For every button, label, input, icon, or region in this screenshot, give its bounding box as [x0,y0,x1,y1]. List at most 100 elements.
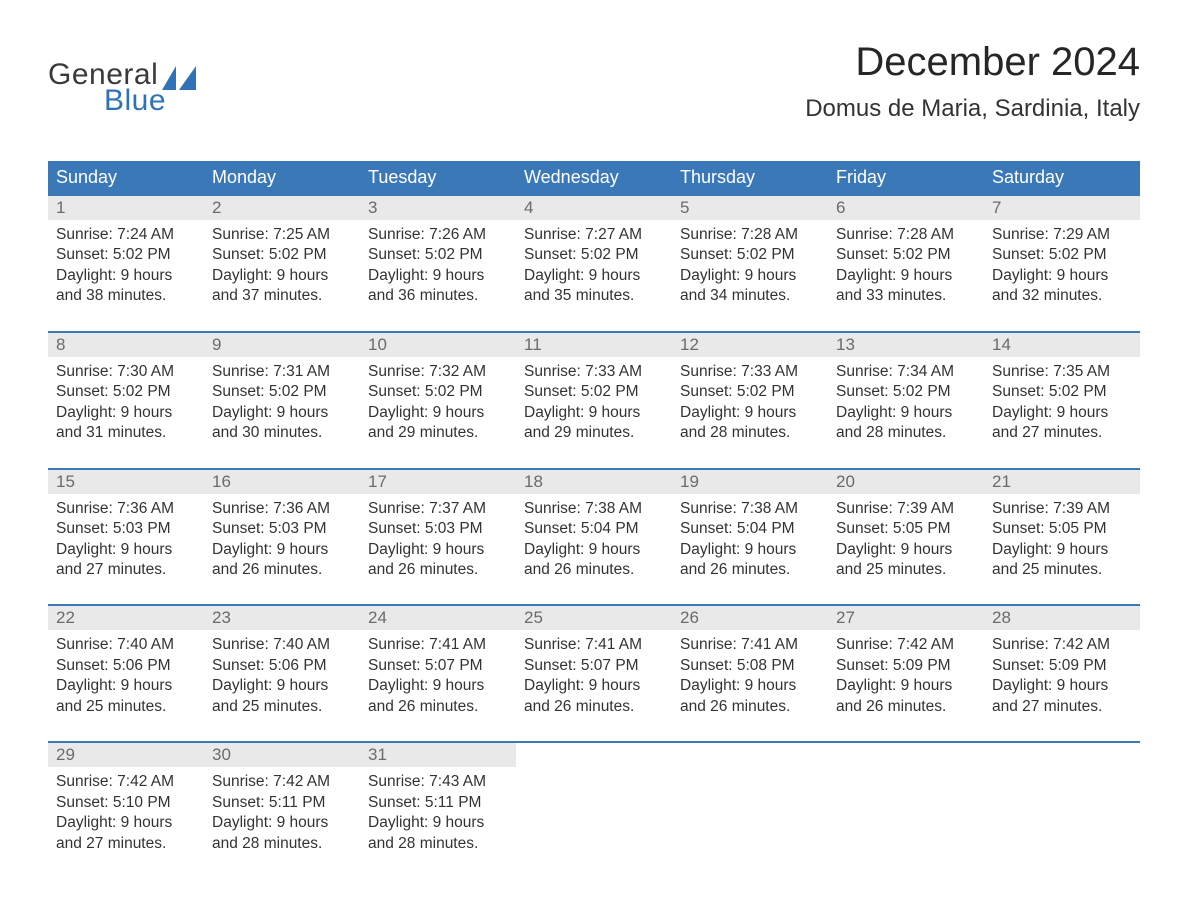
day-number: 27 [828,604,984,630]
day-number: 3 [360,194,516,220]
daylight-text: and 26 minutes. [680,697,820,717]
day-details [828,767,984,878]
day-number: 19 [672,468,828,494]
sunrise-text: Sunrise: 7:30 AM [56,362,196,382]
day-number: 13 [828,331,984,357]
daylight-text: and 28 minutes. [368,834,508,854]
day-details: Sunrise: 7:39 AMSunset: 5:05 PMDaylight:… [828,494,984,605]
sunset-text: Sunset: 5:03 PM [212,519,352,539]
sunset-text: Sunset: 5:02 PM [680,245,820,265]
sunset-text: Sunset: 5:05 PM [836,519,976,539]
day-details: Sunrise: 7:40 AMSunset: 5:06 PMDaylight:… [204,630,360,741]
week-num-row: 1234567 [48,194,1140,220]
daylight-text: and 30 minutes. [212,423,352,443]
day-number: 8 [48,331,204,357]
daylight-text: Daylight: 9 hours [368,403,508,423]
daylight-text: Daylight: 9 hours [524,540,664,560]
daylight-text: and 26 minutes. [368,697,508,717]
day-details: Sunrise: 7:36 AMSunset: 5:03 PMDaylight:… [48,494,204,605]
day-number: 23 [204,604,360,630]
daylight-text: Daylight: 9 hours [368,540,508,560]
sunrise-text: Sunrise: 7:40 AM [56,635,196,655]
daylight-text: Daylight: 9 hours [56,676,196,696]
sunset-text: Sunset: 5:02 PM [212,382,352,402]
logo-blue-text: Blue [104,84,200,118]
daylight-text: Daylight: 9 hours [524,403,664,423]
day-number: 6 [828,194,984,220]
sunrise-text: Sunrise: 7:24 AM [56,225,196,245]
sunset-text: Sunset: 5:06 PM [56,656,196,676]
sunset-text: Sunset: 5:04 PM [680,519,820,539]
daylight-text: and 26 minutes. [680,560,820,580]
week-num-row: 15161718192021 [48,468,1140,494]
daylight-text: Daylight: 9 hours [56,266,196,286]
day-number: 29 [48,741,204,767]
day-details: Sunrise: 7:40 AMSunset: 5:06 PMDaylight:… [48,630,204,741]
sunrise-text: Sunrise: 7:42 AM [992,635,1132,655]
day-number: 4 [516,194,672,220]
day-header: Friday [828,161,984,194]
day-number: 24 [360,604,516,630]
day-details: Sunrise: 7:34 AMSunset: 5:02 PMDaylight:… [828,357,984,468]
daylight-text: and 32 minutes. [992,286,1132,306]
daylight-text: Daylight: 9 hours [56,540,196,560]
sunset-text: Sunset: 5:02 PM [212,245,352,265]
daylight-text: and 25 minutes. [992,560,1132,580]
sunset-text: Sunset: 5:09 PM [992,656,1132,676]
sunrise-text: Sunrise: 7:34 AM [836,362,976,382]
day-number [828,741,984,767]
sunset-text: Sunset: 5:02 PM [524,382,664,402]
weeks-container: 1234567Sunrise: 7:24 AMSunset: 5:02 PMDa… [48,194,1140,878]
day-number: 7 [984,194,1140,220]
sunrise-text: Sunrise: 7:35 AM [992,362,1132,382]
day-details: Sunrise: 7:27 AMSunset: 5:02 PMDaylight:… [516,220,672,331]
day-details: Sunrise: 7:42 AMSunset: 5:09 PMDaylight:… [984,630,1140,741]
day-number: 20 [828,468,984,494]
sunrise-text: Sunrise: 7:25 AM [212,225,352,245]
sunrise-text: Sunrise: 7:36 AM [56,499,196,519]
sunrise-text: Sunrise: 7:28 AM [836,225,976,245]
sunrise-text: Sunrise: 7:42 AM [212,772,352,792]
daylight-text: and 25 minutes. [836,560,976,580]
title-block: December 2024 Domus de Maria, Sardinia, … [805,40,1140,123]
daylight-text: Daylight: 9 hours [680,403,820,423]
daylight-text: Daylight: 9 hours [992,540,1132,560]
daylight-text: Daylight: 9 hours [992,266,1132,286]
day-number [516,741,672,767]
day-header: Wednesday [516,161,672,194]
sunset-text: Sunset: 5:02 PM [680,382,820,402]
sunrise-text: Sunrise: 7:33 AM [680,362,820,382]
day-details: Sunrise: 7:37 AMSunset: 5:03 PMDaylight:… [360,494,516,605]
day-number: 17 [360,468,516,494]
day-details: Sunrise: 7:32 AMSunset: 5:02 PMDaylight:… [360,357,516,468]
daylight-text: Daylight: 9 hours [836,403,976,423]
daylight-text: and 35 minutes. [524,286,664,306]
sunrise-text: Sunrise: 7:29 AM [992,225,1132,245]
day-number: 15 [48,468,204,494]
day-details: Sunrise: 7:35 AMSunset: 5:02 PMDaylight:… [984,357,1140,468]
sunrise-text: Sunrise: 7:27 AM [524,225,664,245]
day-header: Monday [204,161,360,194]
sunset-text: Sunset: 5:02 PM [368,245,508,265]
daylight-text: Daylight: 9 hours [680,676,820,696]
daylight-text: and 31 minutes. [56,423,196,443]
day-number: 26 [672,604,828,630]
sunset-text: Sunset: 5:03 PM [368,519,508,539]
daylight-text: Daylight: 9 hours [56,813,196,833]
sunset-text: Sunset: 5:02 PM [836,382,976,402]
sunset-text: Sunset: 5:11 PM [212,793,352,813]
daylight-text: and 27 minutes. [992,423,1132,443]
day-details: Sunrise: 7:25 AMSunset: 5:02 PMDaylight:… [204,220,360,331]
calendar: Sunday Monday Tuesday Wednesday Thursday… [48,161,1140,878]
daylight-text: and 34 minutes. [680,286,820,306]
daylight-text: Daylight: 9 hours [212,676,352,696]
sunrise-text: Sunrise: 7:37 AM [368,499,508,519]
day-number: 30 [204,741,360,767]
day-number: 22 [48,604,204,630]
day-number: 1 [48,194,204,220]
day-number: 16 [204,468,360,494]
daylight-text: Daylight: 9 hours [992,403,1132,423]
day-details: Sunrise: 7:38 AMSunset: 5:04 PMDaylight:… [672,494,828,605]
daylight-text: and 25 minutes. [212,697,352,717]
day-details: Sunrise: 7:28 AMSunset: 5:02 PMDaylight:… [672,220,828,331]
